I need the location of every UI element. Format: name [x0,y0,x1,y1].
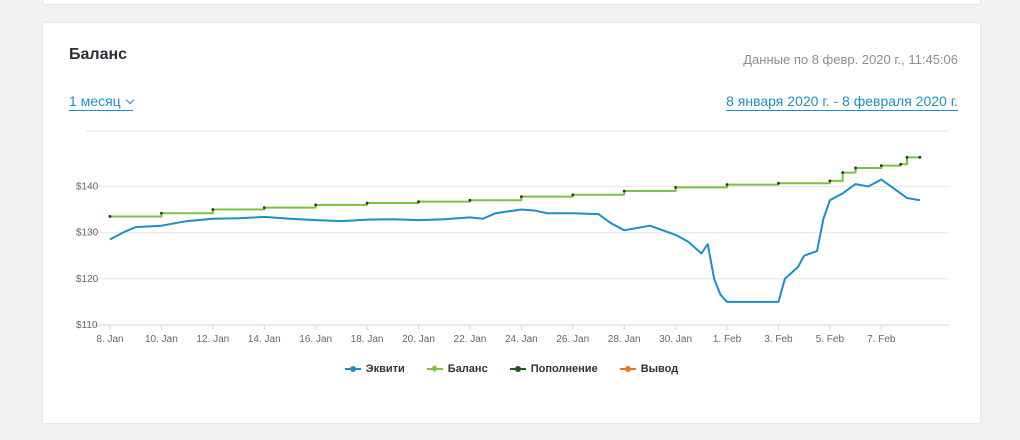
x-tick-label: 10. Jan [145,334,178,345]
legend-symbol-icon [509,364,526,374]
legend-symbol-icon [619,364,636,374]
legend-item[interactable]: Эквити [344,363,405,375]
balance-point [314,203,318,207]
balance-point [879,164,883,168]
x-tick-label: 3. Feb [764,334,793,345]
y-tick-label: $110 [76,320,98,331]
balance-point [905,155,909,159]
data-timestamp: Данные по 8 февр. 2020 г., 11:45:06 [743,52,958,67]
balance-point [841,171,845,174]
balance-point [468,198,472,202]
balance-point [674,185,678,189]
balance-point [519,195,523,198]
x-tick-label: 14. Jan [248,334,281,345]
balance-point [365,201,369,205]
y-tick-label: $130 [76,228,99,239]
legend-item[interactable]: Вывод [619,363,679,375]
balance-chart: $110 $120 $130 $140 8. Jan 10. Jan 12. Jan 14. … [76,130,949,345]
balance-point [899,162,902,166]
legend-symbol-icon [426,364,443,374]
balance-point [211,208,215,211]
x-tick-label: 5. Feb [816,334,845,345]
balance-series-line [110,156,920,218]
balance-point [777,181,780,185]
x-tick-label: 22. Jan [454,334,487,345]
balance-point [854,166,857,170]
x-tick-label: 12. Jan [196,334,229,345]
balance-point [417,200,420,204]
balance-point [828,179,832,183]
balance-point [725,183,729,186]
x-tick-label: 8. Jan [96,334,123,345]
balance-point [262,206,266,210]
x-tick-label: 24. Jan [505,334,538,345]
chart-legend: Эквити Баланс Пополнение Вывод [43,363,980,375]
x-tick-label: 7. Feb [867,334,896,345]
legend-label: Вывод [640,363,679,375]
card-title: Баланс [69,46,128,63]
period-dropdown[interactable]: 1 месяц [69,93,134,111]
x-tick-label: 30. Jan [659,334,692,345]
legend-label: Баланс [447,363,488,375]
date-range-picker[interactable]: 8 января 2020 г. - 8 февраля 2020 г. [726,93,958,111]
x-tick-label: 18. Jan [351,334,384,345]
equity-series-line [109,178,921,303]
balance-point [918,155,922,159]
legend-item[interactable]: Пополнение [509,363,598,375]
balance-point [108,215,112,218]
x-tick-label: 1. Feb [713,334,742,345]
balance-point [571,193,575,197]
x-tick-label: 16. Jan [299,334,332,345]
legend-symbol-icon [344,364,361,374]
y-tick-label: $120 [76,274,99,285]
x-tick-label: 28. Jan [608,334,641,345]
y-tick-label: $140 [76,181,99,192]
previous-card [42,0,981,5]
balance-point [160,211,163,215]
x-tick-label: 20. Jan [402,334,435,345]
legend-label: Пополнение [530,363,598,375]
balance-point [622,189,626,193]
legend-label: Эквити [365,363,405,375]
balance-card: Баланс Данные по 8 февр. 2020 г., 11:45:… [42,22,981,424]
period-label: 1 месяц [69,93,121,109]
legend-item[interactable]: Баланс [426,363,488,375]
x-tick-label: 26. Jan [556,334,589,345]
